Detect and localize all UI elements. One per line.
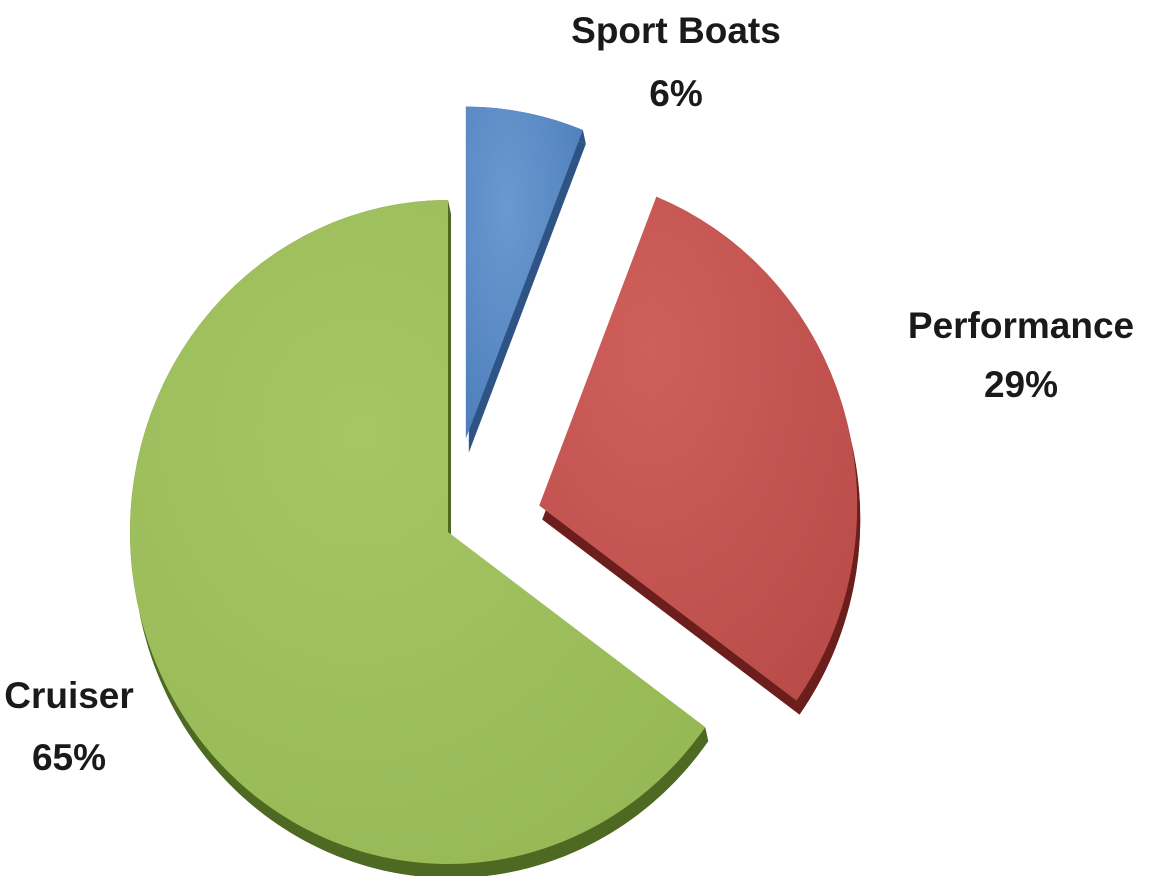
data-label-category-sport-boats: Sport Boats xyxy=(571,10,781,51)
pie-slice-face-cruiser xyxy=(129,200,706,865)
pie-slices xyxy=(129,106,861,876)
data-label-category-performance: Performance xyxy=(908,305,1134,346)
data-label-percent-performance: 29% xyxy=(984,364,1058,405)
pie-slice-performance xyxy=(539,196,861,715)
data-label-sport-boats: Sport Boats 6% xyxy=(571,10,781,114)
data-label-percent-sport-boats: 6% xyxy=(649,73,702,114)
data-label-performance: Performance 29% xyxy=(908,305,1134,405)
pie-slice-face-sport-boats xyxy=(465,106,583,439)
data-label-cruiser: Cruiser 65% xyxy=(4,675,134,778)
pie-data-labels: Sport Boats 6% Performance 29% Cruiser 65% xyxy=(4,10,1134,778)
pie-slice-face-performance xyxy=(539,196,858,701)
data-label-category-cruiser: Cruiser xyxy=(4,675,134,716)
data-label-percent-cruiser: 65% xyxy=(32,737,106,778)
pie-slice-cruiser xyxy=(129,200,709,876)
pie-slice-sport-boats xyxy=(465,106,586,453)
